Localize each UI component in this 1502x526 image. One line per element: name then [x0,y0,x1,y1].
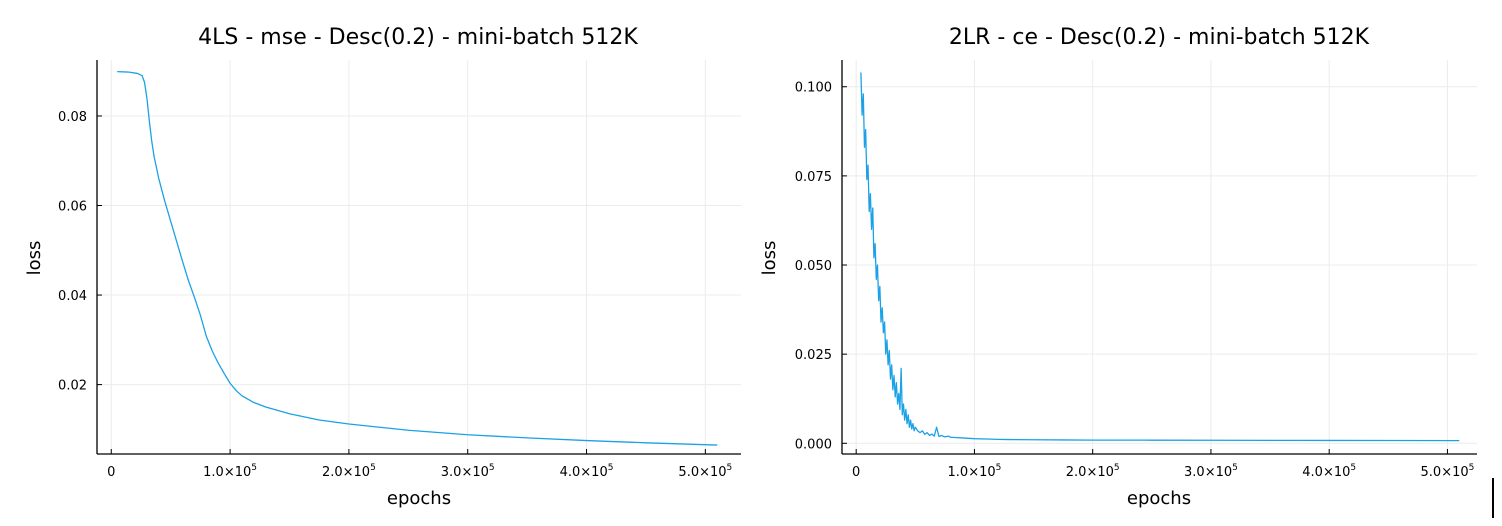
y-tick-label: 0.025 [795,348,832,363]
x-tick-label: 4.0×105 [1302,463,1356,480]
x-tick-label: 1.0×105 [948,463,1002,480]
x-axis-label: epochs [387,488,451,509]
x-tick-label: 4.0×105 [560,463,614,480]
loss-series-line [117,70,718,446]
text-cursor [1492,478,1494,518]
chart-left: 4LS - mse - Desc(0.2) - mini-batch 512K … [24,25,741,509]
x-tick-label: 2.0×105 [1066,463,1120,480]
chart-title: 2LR - ce - Desc(0.2) - mini-batch 512K [949,25,1370,50]
y-axis-label: loss [759,241,780,276]
y-tick-label: 0.08 [58,110,87,125]
y-axis-label: loss [24,241,45,276]
y-tick-label: 0.02 [58,379,87,394]
x-axis-label: epochs [1127,488,1191,509]
y-tick-label: 0.050 [795,259,832,274]
y-tick-label: 0.100 [795,81,832,96]
y-tick-label: 0.04 [58,289,87,304]
x-tick-label: 0 [852,465,860,480]
x-tick-label: 5.0×105 [678,463,732,480]
loss-series-line [860,72,1460,442]
x-tick-label: 5.0×105 [1421,463,1475,480]
y-tick-label: 0.06 [58,200,87,215]
x-tick-label: 1.0×105 [203,463,257,480]
x-tick-label: 0 [107,465,115,480]
chart-right: 2LR - ce - Desc(0.2) - mini-batch 512K 0… [759,25,1477,509]
x-tick-label: 2.0×105 [322,463,376,480]
x-tick-label: 3.0×105 [441,463,495,480]
y-tick-label: 0.075 [795,170,832,185]
chart-title: 4LS - mse - Desc(0.2) - mini-batch 512K [198,25,638,50]
y-tick-label: 0.000 [795,437,832,452]
x-tick-label: 3.0×105 [1184,463,1238,480]
